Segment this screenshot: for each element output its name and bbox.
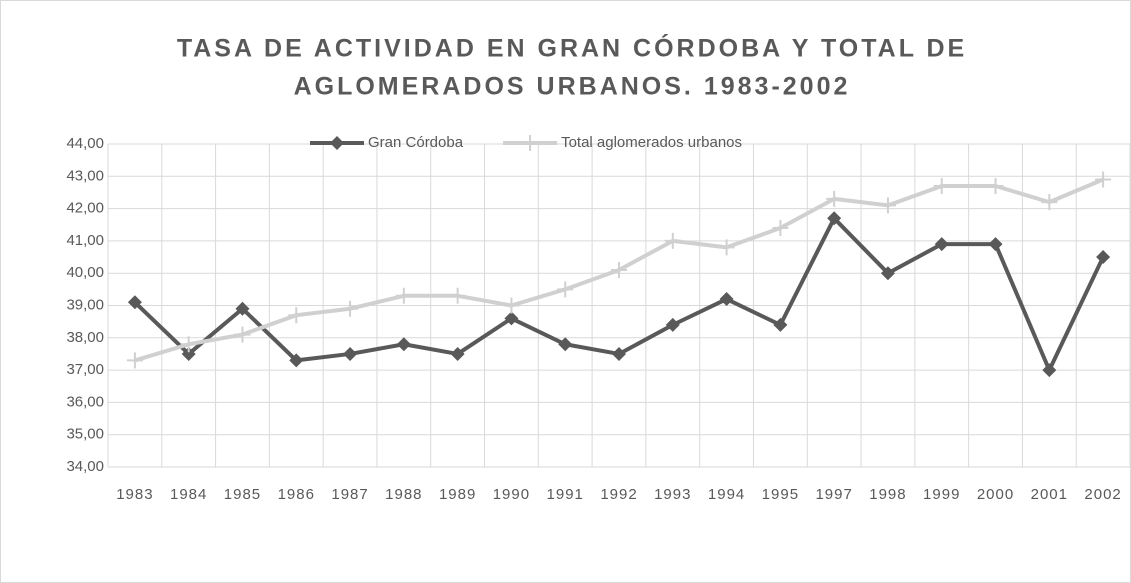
point-marker <box>718 239 735 256</box>
x-tick-label: 1986 <box>278 486 315 503</box>
x-tick-label: 1989 <box>439 486 476 503</box>
x-tick-label: 1999 <box>923 486 960 503</box>
x-tick-label: 1991 <box>547 486 584 503</box>
legend-label: Gran Córdoba <box>368 134 464 151</box>
point-marker <box>772 219 789 236</box>
x-tick-label: 1998 <box>869 486 906 503</box>
x-tick-label: 1993 <box>654 486 691 503</box>
x-tick-label: 1984 <box>170 486 207 503</box>
x-tick-label: 1988 <box>385 486 422 503</box>
x-tick-label: 1994 <box>708 486 745 503</box>
y-tick-label: 38,00 <box>66 329 104 346</box>
x-tick-label: 1995 <box>762 486 799 503</box>
legend-label: Total aglomerados urbanos <box>561 134 742 151</box>
point-marker <box>773 317 788 332</box>
point-marker <box>396 337 411 352</box>
point-marker <box>234 326 251 343</box>
chart-title: TASA DE ACTIVIDAD EN GRAN CÓRDOBA Y TOTA… <box>177 33 967 63</box>
point-marker <box>504 311 519 326</box>
x-tick-label: 1987 <box>331 486 368 503</box>
point-marker <box>1042 363 1057 378</box>
point-marker <box>934 237 949 252</box>
chart-title: AGLOMERADOS URBANOS. 1983-2002 <box>294 73 851 101</box>
point-marker <box>181 346 196 361</box>
point-marker <box>719 292 734 307</box>
point-marker <box>987 177 1004 194</box>
x-tick-label: 1997 <box>815 486 852 503</box>
point-marker <box>235 301 250 316</box>
point-marker <box>180 336 197 353</box>
point-marker <box>330 136 344 150</box>
x-tick-label: 2001 <box>1031 486 1068 503</box>
y-tick-label: 36,00 <box>66 393 104 410</box>
y-tick-label: 44,00 <box>66 135 104 152</box>
point-marker <box>126 352 143 369</box>
point-marker <box>342 300 359 317</box>
x-tick-label: 1983 <box>116 486 153 503</box>
y-tick-label: 43,00 <box>66 167 104 184</box>
point-marker <box>522 135 539 151</box>
point-marker <box>611 261 627 278</box>
point-marker <box>612 346 626 361</box>
y-tick-label: 40,00 <box>66 264 104 281</box>
point-marker <box>395 287 412 304</box>
x-tick-label: 1985 <box>224 486 261 503</box>
point-marker <box>880 266 895 281</box>
point-marker <box>826 190 843 207</box>
point-marker <box>664 232 681 249</box>
x-tick-label: 1990 <box>493 486 530 503</box>
point-marker <box>289 353 304 368</box>
point-marker <box>450 346 465 361</box>
y-tick-label: 41,00 <box>66 232 104 249</box>
y-tick-label: 39,00 <box>66 296 104 313</box>
y-tick-label: 35,00 <box>66 426 104 443</box>
point-marker <box>988 237 1003 252</box>
point-marker <box>933 177 950 194</box>
point-marker <box>503 297 520 314</box>
point-marker <box>558 337 573 352</box>
point-marker <box>665 317 680 332</box>
point-marker <box>1041 194 1058 211</box>
y-tick-label: 37,00 <box>66 361 104 378</box>
y-tick-label: 34,00 <box>66 458 104 475</box>
point-marker <box>1096 250 1111 265</box>
point-marker <box>827 211 842 226</box>
point-marker <box>343 346 358 361</box>
y-tick-label: 42,00 <box>66 200 104 217</box>
point-marker <box>879 197 896 214</box>
x-tick-label: 2002 <box>1084 486 1121 503</box>
point-marker <box>127 295 142 310</box>
point-marker <box>557 281 574 298</box>
x-tick-label: 1992 <box>600 486 637 503</box>
x-tick-label: 2000 <box>977 486 1014 503</box>
point-marker <box>288 307 305 324</box>
point-marker <box>449 287 466 304</box>
point-marker <box>1095 171 1112 188</box>
